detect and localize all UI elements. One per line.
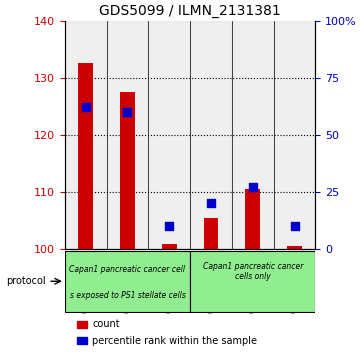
FancyBboxPatch shape (65, 251, 190, 312)
Title: GDS5099 / ILMN_2131381: GDS5099 / ILMN_2131381 (99, 4, 281, 18)
Point (166, 223, 172, 229)
Bar (77, 337, 87, 344)
Point (208, 201, 214, 206)
Bar (78, 63, 93, 249)
Text: protocol: protocol (6, 276, 46, 286)
Bar (274, 21, 316, 249)
Bar (162, 244, 177, 249)
Bar (245, 189, 260, 249)
Bar (274, 21, 316, 249)
Bar (148, 21, 190, 249)
Bar (204, 218, 218, 249)
Point (292, 223, 297, 229)
Bar (232, 21, 274, 249)
Text: Capan1 pancreatic cancer
cells only: Capan1 pancreatic cancer cells only (203, 262, 303, 281)
Bar (65, 21, 106, 249)
Text: Capan1 pancreatic cancer cell: Capan1 pancreatic cancer cell (69, 265, 186, 274)
Bar (106, 21, 148, 249)
Text: percentile rank within the sample: percentile rank within the sample (92, 336, 257, 346)
Point (250, 185, 256, 190)
Bar (190, 21, 232, 249)
Bar (106, 21, 148, 249)
Text: count: count (92, 319, 120, 329)
Point (83, 105, 88, 110)
Bar (232, 21, 274, 249)
FancyBboxPatch shape (190, 251, 316, 312)
Bar (120, 92, 135, 249)
Point (125, 109, 130, 115)
Bar (65, 21, 106, 249)
Bar (190, 21, 232, 249)
Text: s exposed to PS1 stellate cells: s exposed to PS1 stellate cells (70, 291, 186, 300)
Bar (77, 321, 87, 328)
Bar (148, 21, 190, 249)
Bar (287, 246, 302, 249)
